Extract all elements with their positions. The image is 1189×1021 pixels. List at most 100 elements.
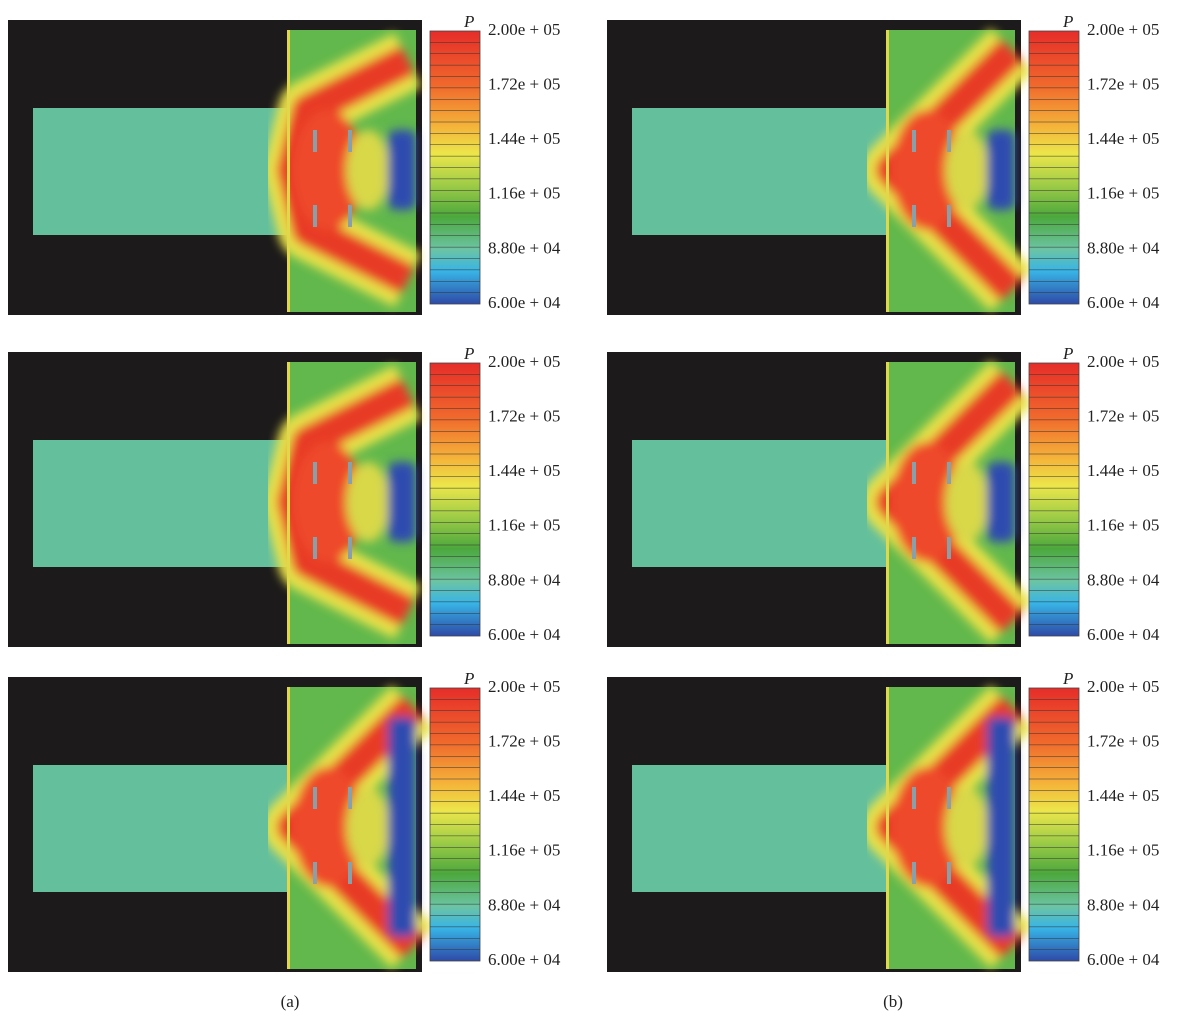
channel: [632, 440, 894, 567]
obstacle: [348, 862, 352, 884]
chamber-edge: [287, 687, 290, 969]
colorbar-tick-label: 1.72e + 05: [1087, 732, 1159, 751]
field-center: [346, 462, 390, 542]
colorbar-tick-label: 1.44e + 05: [1087, 786, 1159, 805]
colorbar-title: P: [463, 344, 474, 363]
colorbar-tick-label: 8.80e + 04: [1087, 238, 1160, 257]
colorbar-title: P: [1062, 12, 1073, 31]
colorbar-tick-label: 6.00e + 04: [1087, 625, 1160, 644]
colorbar-tick-label: 1.16e + 05: [1087, 516, 1159, 535]
obstacle: [912, 537, 916, 559]
colorbar-tick-label: 1.16e + 05: [488, 841, 560, 860]
colorbar-tick-label: 1.16e + 05: [1087, 184, 1159, 203]
colorbar-tick-label: 8.80e + 04: [1087, 570, 1160, 589]
obstacle: [947, 787, 951, 809]
obstacle: [313, 537, 317, 559]
obstacle: [912, 787, 916, 809]
chamber-edge: [886, 687, 889, 969]
channel: [632, 108, 894, 235]
colorbar-tick-label: 1.72e + 05: [1087, 75, 1159, 94]
chamber-edge: [287, 30, 290, 312]
colorbar-title: P: [463, 12, 474, 31]
field-center: [945, 787, 989, 867]
colorbar-tick-label: 8.80e + 04: [488, 895, 561, 914]
field-low: [388, 130, 416, 210]
obstacle: [313, 787, 317, 809]
colorbar-tick-label: 6.00e + 04: [1087, 293, 1160, 312]
colorbar-tick-label: 1.72e + 05: [488, 75, 560, 94]
colorbar-tick-label: 2.00e + 05: [488, 677, 560, 696]
channel: [33, 765, 295, 892]
channel: [33, 108, 295, 235]
panel: P 2.00e + 05 1.72e + 05 1.44e + 05 1.16e + 0…: [607, 12, 1160, 315]
obstacle: [947, 205, 951, 227]
colorbar-tick-label: 1.44e + 05: [1087, 129, 1159, 148]
field-low: [987, 462, 1015, 542]
field-center: [945, 462, 989, 542]
obstacle: [912, 862, 916, 884]
colorbar-tick-label: 2.00e + 05: [488, 20, 560, 39]
colorbar-title: P: [1062, 344, 1073, 363]
colorbar-tick-label: 1.44e + 05: [488, 129, 560, 148]
obstacle: [313, 462, 317, 484]
obstacle: [348, 537, 352, 559]
pressure-field: [293, 60, 416, 280]
field-center: [346, 130, 390, 210]
channel: [33, 440, 295, 567]
obstacle: [947, 862, 951, 884]
colorbar-tick-label: 1.44e + 05: [488, 461, 560, 480]
panel: P 2.00e + 05 1.72e + 05 1.44e + 05 1.16e + 0…: [8, 12, 561, 315]
obstacle: [313, 130, 317, 152]
colorbar-tick-label: 1.16e + 05: [488, 516, 560, 535]
colorbar-tick-label: 6.00e + 04: [488, 950, 561, 969]
chamber-edge: [886, 362, 889, 644]
colorbar-tick-label: 1.72e + 05: [488, 407, 560, 426]
field-center: [945, 130, 989, 210]
colorbar-tick-label: 1.44e + 05: [488, 786, 560, 805]
obstacle: [912, 130, 916, 152]
colorbar-tick-label: 1.16e + 05: [1087, 841, 1159, 860]
colorbar-title: P: [1062, 669, 1073, 688]
colorbar-tick-label: 1.44e + 05: [1087, 461, 1159, 480]
colorbar-tick-label: 2.00e + 05: [1087, 20, 1159, 39]
obstacle: [947, 462, 951, 484]
chamber-edge: [886, 30, 889, 312]
column-label: (a): [281, 992, 300, 1011]
panel: P 2.00e + 05 1.72e + 05 1.44e + 05 1.16e + 0…: [607, 669, 1160, 972]
colorbar-tick-label: 6.00e + 04: [488, 293, 561, 312]
obstacle: [348, 205, 352, 227]
obstacle: [348, 462, 352, 484]
panel: P 2.00e + 05 1.72e + 05 1.44e + 05 1.16e + 0…: [8, 669, 561, 972]
colorbar-tick-label: 1.72e + 05: [488, 732, 560, 751]
colorbar-tick-label: 2.00e + 05: [1087, 352, 1159, 371]
colorbar-tick-label: 2.00e + 05: [1087, 677, 1159, 696]
panel: P 2.00e + 05 1.72e + 05 1.44e + 05 1.16e + 0…: [8, 344, 561, 647]
obstacle: [348, 130, 352, 152]
field-low: [388, 462, 416, 542]
obstacle: [313, 205, 317, 227]
chamber-edge: [287, 362, 290, 644]
channel: [632, 765, 894, 892]
column-label: (b): [883, 992, 903, 1011]
obstacle: [912, 462, 916, 484]
obstacle: [947, 130, 951, 152]
obstacle: [313, 862, 317, 884]
colorbar-title: P: [463, 669, 474, 688]
colorbar-tick-label: 8.80e + 04: [488, 570, 561, 589]
colorbar-tick-label: 8.80e + 04: [1087, 895, 1160, 914]
panel: P 2.00e + 05 1.72e + 05 1.44e + 05 1.16e + 0…: [607, 344, 1160, 647]
field-center: [346, 787, 390, 867]
field-low: [987, 717, 1015, 937]
obstacle: [947, 537, 951, 559]
obstacle: [912, 205, 916, 227]
colorbar-tick-label: 8.80e + 04: [488, 238, 561, 257]
field-low: [388, 717, 416, 937]
obstacle: [348, 787, 352, 809]
figure: (a) P 2.00e + 05 1.72e + 05 1.44e + 05 1.16e …: [0, 0, 1189, 1021]
colorbar-tick-label: 2.00e + 05: [488, 352, 560, 371]
field-low: [987, 130, 1015, 210]
colorbar-tick-label: 1.72e + 05: [1087, 407, 1159, 426]
colorbar-tick-label: 6.00e + 04: [488, 625, 561, 644]
colorbar-tick-label: 6.00e + 04: [1087, 950, 1160, 969]
colorbar-tick-label: 1.16e + 05: [488, 184, 560, 203]
